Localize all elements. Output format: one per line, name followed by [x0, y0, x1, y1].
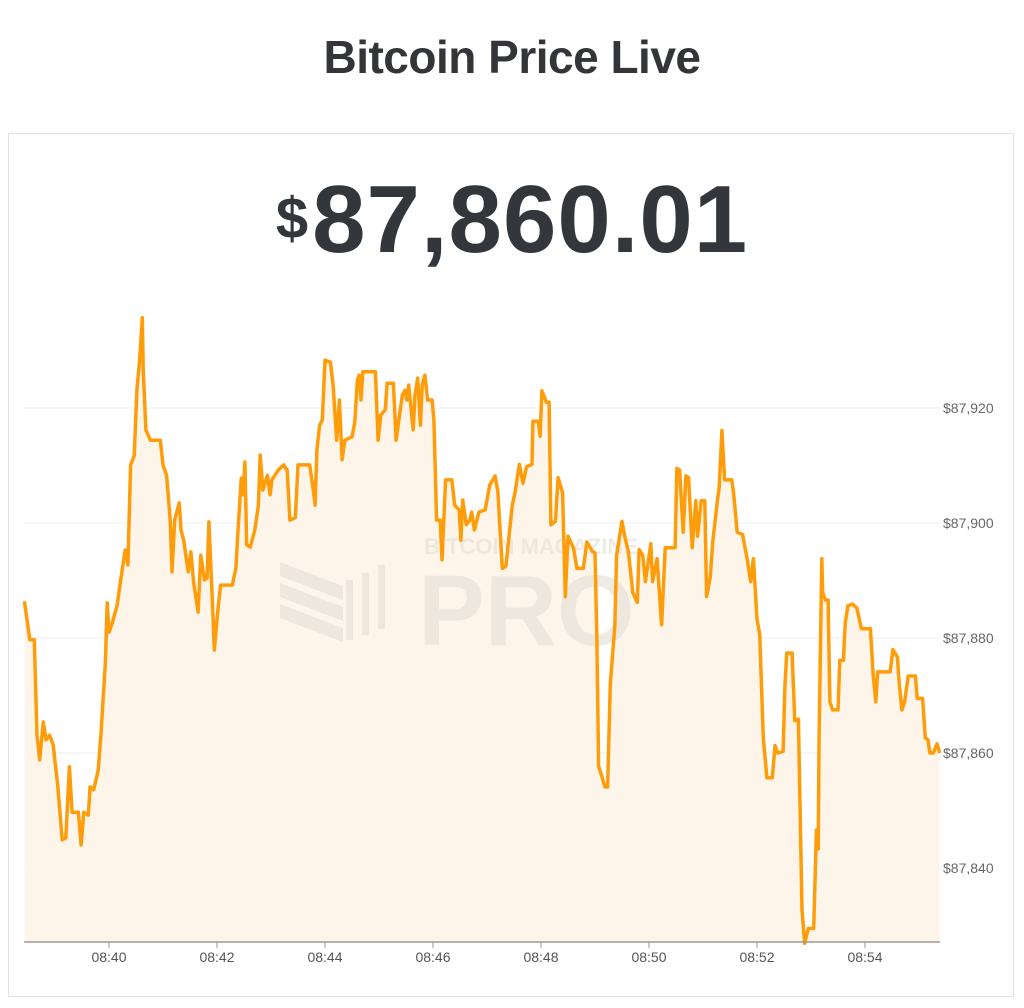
- x-tick-label: 08:42: [199, 949, 234, 965]
- watermark-text-pro: PRO: [418, 555, 635, 667]
- x-tick-label: 08:54: [847, 949, 882, 965]
- x-axis-labels: 08:40 08:42 08:44 08:46 08:48 08:50 08:52 08:54: [91, 942, 883, 965]
- x-tick-label: 08:48: [523, 949, 558, 965]
- price-area-fill: [24, 317, 940, 944]
- price-value: 87,860.01: [312, 166, 749, 273]
- watermark-icon: [280, 562, 385, 642]
- y-tick-label: $87,840: [943, 860, 994, 876]
- x-tick-label: 08:44: [307, 949, 342, 965]
- current-price: $87,860.01: [0, 165, 1024, 275]
- y-tick-label: $87,900: [943, 515, 994, 531]
- y-tick-label: $87,860: [943, 745, 994, 761]
- x-tick-label: 08:50: [631, 949, 666, 965]
- currency-symbol: $: [275, 186, 309, 251]
- x-tick-label: 08:40: [91, 949, 126, 965]
- x-tick-label: 08:52: [739, 949, 774, 965]
- watermark-logo: BITCOIN MAGAZINE PRO: [280, 534, 638, 667]
- price-line: [22, 315, 942, 946]
- x-tick-label: 08:46: [415, 949, 450, 965]
- page-title: Bitcoin Price Live: [323, 31, 701, 83]
- y-tick-label: $87,880: [943, 630, 994, 646]
- y-tick-label: $87,920: [943, 400, 994, 416]
- y-axis-labels: $87,920 $87,900 $87,880 $87,860 $87,840: [943, 400, 994, 876]
